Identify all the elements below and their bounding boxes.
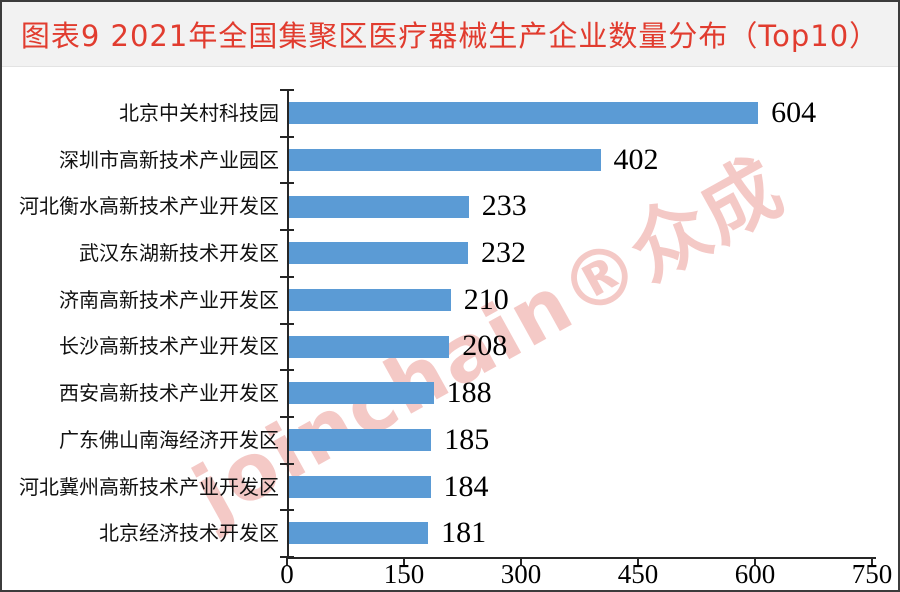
category-label: 深圳市高新技术产业园区 (59, 147, 279, 172)
x-axis-tick (520, 557, 522, 565)
chart-header: 图表9 2021年全国集聚区医疗器械生产企业数量分布（Top10） (2, 2, 898, 67)
bar-track: 402 (287, 137, 898, 184)
category-label: 河北冀州高新技术产业开发区 (19, 474, 279, 499)
x-axis-tick-label: 150 (383, 559, 425, 589)
bar-row: 武汉东湖新技术开发区 232 (2, 230, 898, 277)
x-axis-tick-label: 750 (851, 559, 893, 589)
y-axis-tick (280, 182, 294, 185)
bar (287, 289, 451, 312)
bar (287, 522, 429, 545)
x-axis-tick-label: 600 (734, 559, 776, 589)
y-axis-tick (280, 229, 294, 232)
x-axis-tick (754, 557, 756, 565)
bar-track: 210 (287, 277, 898, 324)
bar-track: 208 (287, 323, 898, 370)
y-axis-tick (280, 509, 294, 512)
bar-row: 北京经济技术开发区 181 (2, 510, 898, 557)
value-label: 604 (771, 96, 817, 129)
value-label: 188 (446, 376, 492, 410)
bar-row: 西安高新技术产业开发区 188 (2, 370, 898, 417)
bar (287, 429, 432, 452)
value-label: 210 (463, 282, 509, 316)
value-label: 185 (444, 422, 490, 456)
value-label: 181 (441, 516, 487, 550)
bar-row: 长沙高新技术产业开发区 208 (2, 323, 898, 370)
bar (287, 382, 434, 405)
bar-row: 河北冀州高新技术产业开发区 184 (2, 464, 898, 511)
category-label: 河北衡水高新技术产业开发区 (19, 194, 279, 219)
value-label: 208 (462, 329, 508, 363)
bar (287, 102, 759, 125)
bar-row: 深圳市高新技术产业园区 402 (2, 137, 898, 184)
category-label: 广东佛山南海经济开发区 (59, 427, 279, 452)
category-label: 西安高新技术产业开发区 (59, 381, 279, 406)
category-label: 济南高新技术产业开发区 (59, 287, 279, 312)
value-label: 232 (480, 236, 526, 270)
bar-row: 济南高新技术产业开发区 210 (2, 277, 898, 324)
x-axis-tick (403, 557, 405, 565)
bar-row: 广东佛山南海经济开发区 185 (2, 417, 898, 464)
y-axis-tick (280, 415, 294, 418)
x-axis-tick (871, 557, 873, 565)
bar-row: 北京中关村科技园 604 (2, 90, 898, 137)
category-label: 北京中关村科技园 (119, 101, 279, 125)
bar-track: 232 (287, 230, 898, 277)
bar (287, 335, 450, 358)
bar-track: 185 (287, 417, 898, 464)
bar-track: 233 (287, 183, 898, 230)
y-axis-tick (280, 462, 294, 465)
y-axis-tick (280, 135, 294, 138)
y-axis-tick (280, 89, 294, 91)
y-axis-tick (280, 369, 294, 372)
category-label: 长沙高新技术产业开发区 (59, 334, 279, 359)
value-label: 184 (443, 469, 489, 503)
x-axis-tick-label: 0 (280, 559, 294, 589)
x-axis-line (287, 557, 876, 559)
y-axis-tick (280, 275, 294, 278)
x-axis-tick-label: 450 (617, 559, 659, 589)
bar-row: 河北衡水高新技术产业开发区 233 (2, 183, 898, 230)
bar-track: 604 (287, 90, 898, 137)
x-axis-tick (637, 557, 639, 565)
bar-rows: 北京中关村科技园 604 深圳市高新技术产业园区 402 河北衡水高新技术产业开发区 23… (2, 90, 898, 557)
value-label: 233 (481, 189, 527, 223)
bar-track: 188 (287, 370, 898, 417)
chart-title: 图表9 2021年全国集聚区医疗器械生产企业数量分布（Top10） (20, 19, 880, 53)
value-label: 402 (613, 142, 659, 176)
bar (287, 148, 601, 171)
bar-track: 181 (287, 510, 898, 557)
x-axis-tick (286, 557, 288, 565)
bar (287, 195, 469, 218)
bar (287, 475, 431, 498)
category-label: 北京经济技术开发区 (99, 521, 279, 546)
category-label: 武汉东湖新技术开发区 (79, 241, 279, 266)
y-axis-tick (280, 322, 294, 325)
bar (287, 242, 468, 265)
bar-track: 184 (287, 464, 898, 511)
x-axis-tick-label: 300 (500, 559, 542, 589)
